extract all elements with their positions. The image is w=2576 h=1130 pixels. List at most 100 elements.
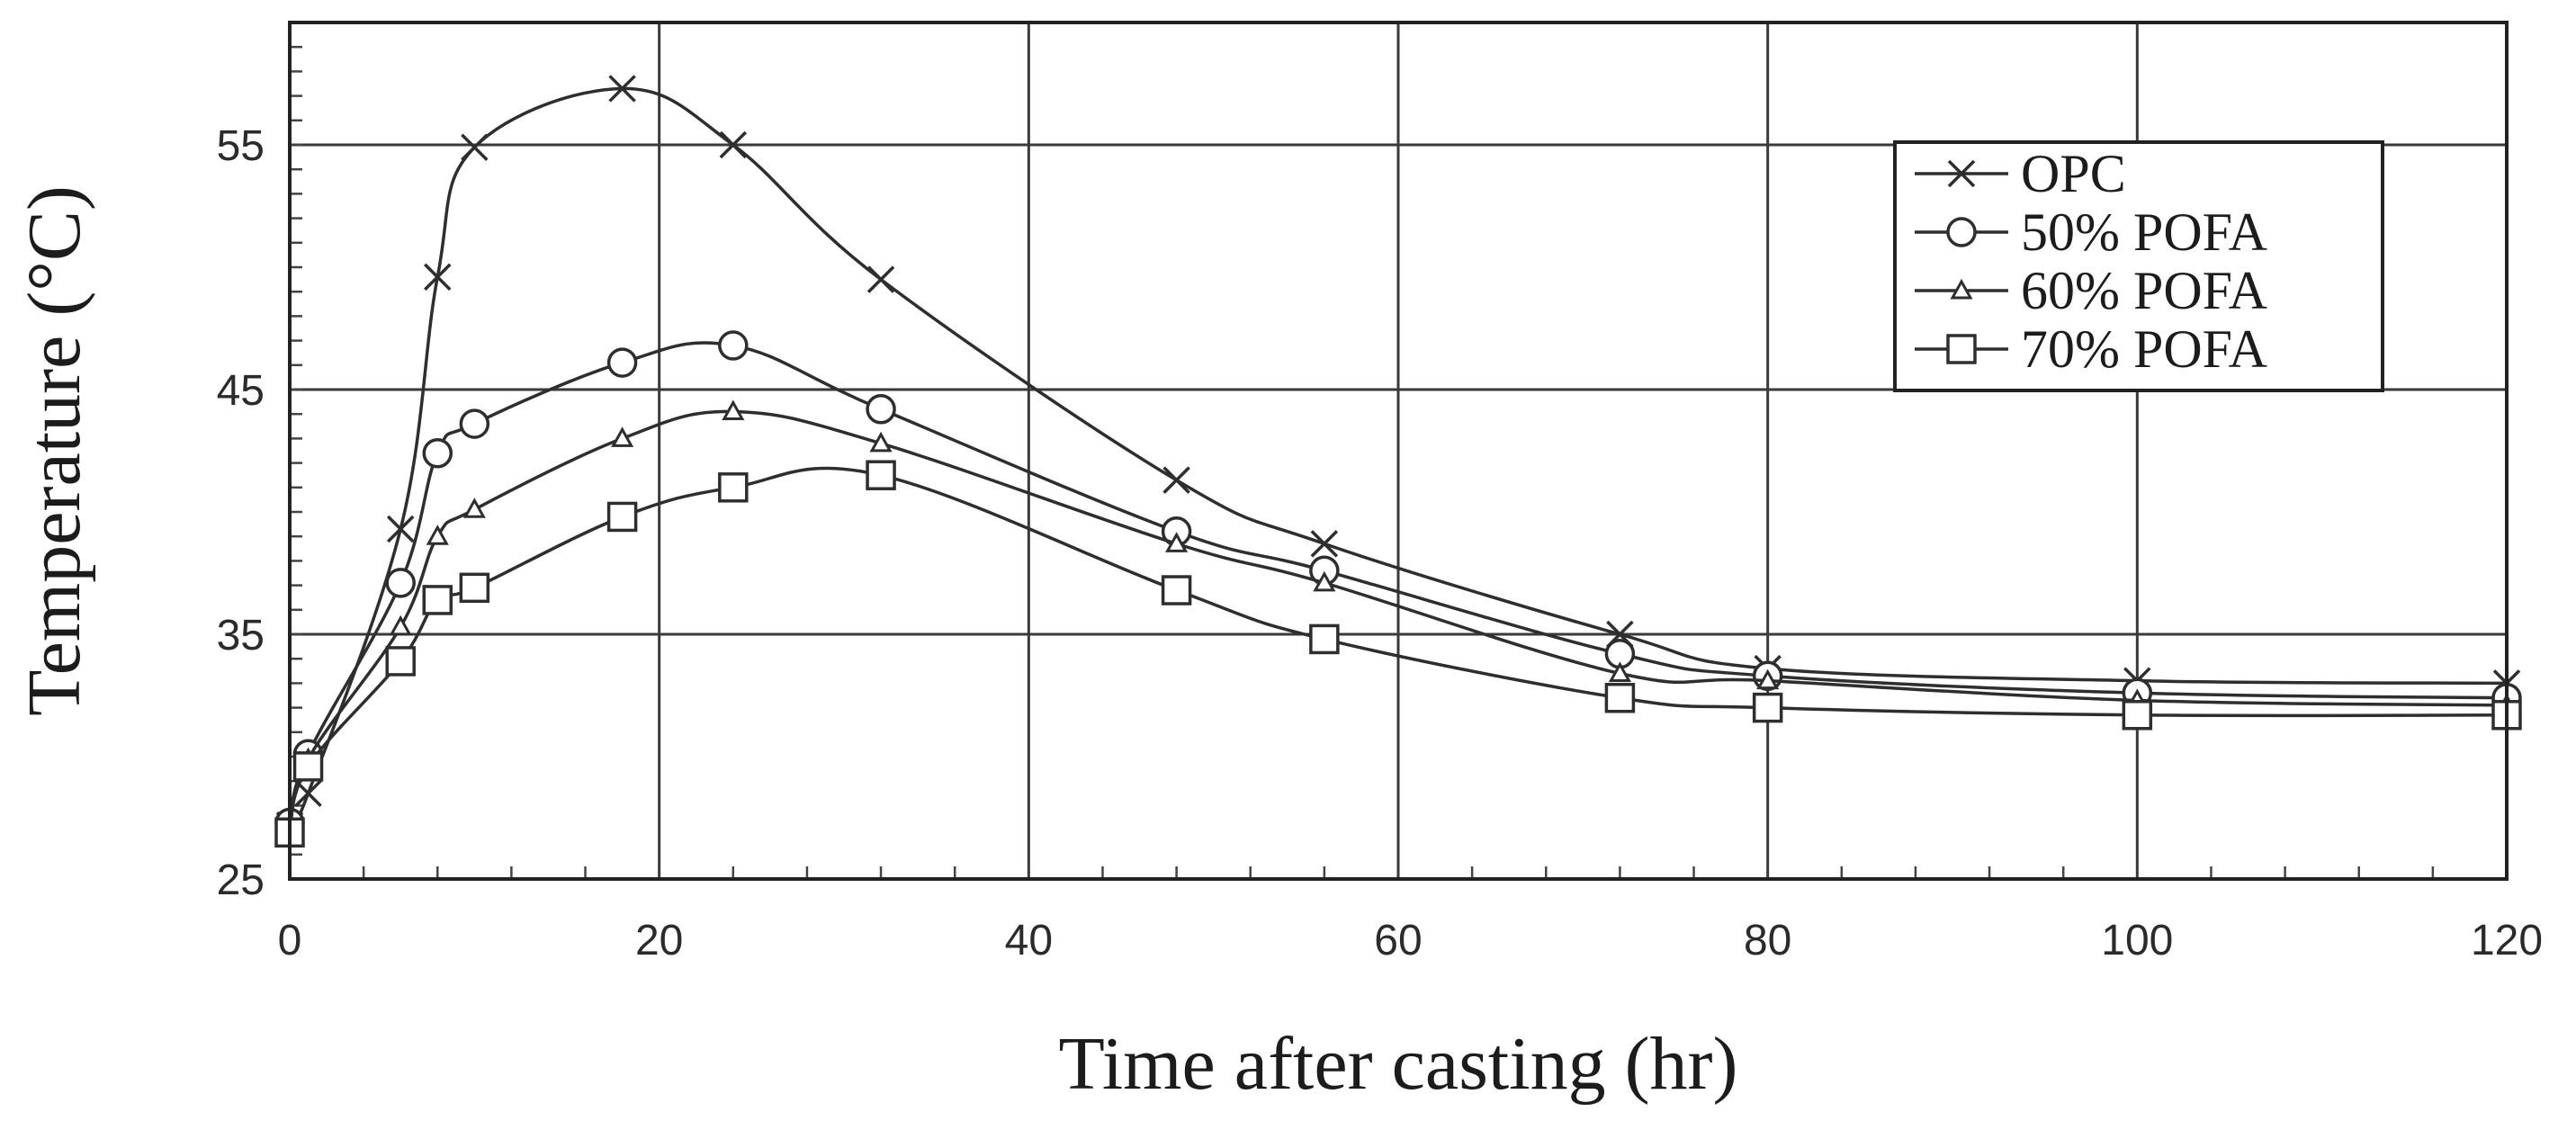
data-point-60-pofa bbox=[1165, 532, 1189, 552]
data-point-opc bbox=[386, 515, 415, 543]
square-marker-shape bbox=[866, 460, 896, 490]
x-tick-label: 80 bbox=[1744, 917, 1791, 964]
square-marker-shape bbox=[1946, 334, 1977, 364]
circle-marker-shape bbox=[866, 394, 896, 425]
triangle-marker-shape bbox=[462, 498, 486, 518]
data-point-50-pofa bbox=[385, 568, 416, 598]
data-point-70-pofa bbox=[1604, 682, 1636, 713]
data-point-60-pofa bbox=[869, 431, 893, 453]
legend-box bbox=[1893, 140, 2384, 392]
legend-marker bbox=[1950, 278, 1973, 300]
square-marker-shape bbox=[718, 472, 749, 503]
x-marker-stroke bbox=[608, 75, 636, 103]
data-point-70-pofa bbox=[422, 585, 453, 615]
square-marker-shape bbox=[606, 501, 638, 533]
data-point-opc bbox=[1310, 530, 1339, 558]
triangle-marker-shape bbox=[426, 525, 449, 545]
data-point-70-pofa bbox=[1752, 692, 1783, 723]
circle-marker-shape bbox=[1946, 217, 1977, 247]
triangle-marker-shape bbox=[389, 614, 412, 636]
data-point-70-pofa bbox=[292, 751, 324, 782]
data-point-60-pofa bbox=[426, 525, 449, 545]
data-point-50-pofa bbox=[459, 408, 490, 439]
legend-entry-70-pofa: 70% POFA bbox=[1915, 319, 2267, 379]
series-70-pofa bbox=[274, 460, 2522, 848]
triangle-marker-shape bbox=[722, 399, 745, 420]
x-tick-label: 60 bbox=[1374, 917, 1422, 964]
x-tick-label: 0 bbox=[278, 917, 302, 964]
x-marker-stroke bbox=[294, 779, 322, 808]
data-point-70-pofa bbox=[1161, 575, 1192, 605]
data-point-70-pofa bbox=[718, 472, 749, 503]
data-point-opc bbox=[461, 133, 489, 161]
x-marker-stroke bbox=[424, 263, 452, 291]
legend-marker bbox=[1946, 217, 1977, 247]
data-point-70-pofa bbox=[866, 460, 896, 490]
x-marker-stroke bbox=[386, 515, 415, 543]
data-point-70-pofa bbox=[459, 572, 490, 604]
legend-label: 70% POFA bbox=[2021, 319, 2267, 379]
data-point-50-pofa bbox=[606, 347, 638, 378]
legend-label: 50% POFA bbox=[2021, 202, 2267, 262]
y-tick-label: 45 bbox=[217, 367, 265, 415]
data-point-60-pofa bbox=[462, 498, 486, 518]
triangle-marker-shape bbox=[1608, 661, 1631, 683]
legend-marker bbox=[1946, 334, 1977, 364]
tick-label-layer: 0 20 40 60 80 100 120 25 35 45 55 bbox=[217, 122, 2543, 964]
y-tick-label: 25 bbox=[217, 856, 265, 904]
data-point-70-pofa bbox=[385, 646, 416, 677]
data-point-50-pofa bbox=[422, 437, 453, 469]
legend-label: 60% POFA bbox=[2021, 261, 2267, 320]
circle-marker-shape bbox=[718, 330, 749, 361]
x-tick-label: 40 bbox=[1005, 917, 1053, 964]
x-marker-stroke bbox=[1162, 466, 1190, 494]
series-line-60-pofa bbox=[288, 409, 2508, 831]
data-point-60-pofa bbox=[1608, 661, 1631, 683]
square-marker-shape bbox=[385, 646, 416, 677]
triangle-marker-shape bbox=[611, 426, 634, 447]
data-point-50-pofa bbox=[866, 394, 896, 425]
square-marker-shape bbox=[1309, 623, 1340, 655]
circle-marker-shape bbox=[606, 347, 638, 378]
x-axis-title: Time after casting (hr) bbox=[1058, 1022, 1737, 1106]
legend-marker bbox=[1947, 159, 1976, 188]
data-point-opc bbox=[424, 263, 452, 291]
legend-entry-50-pofa: 50% POFA bbox=[1915, 202, 2267, 262]
circle-marker-shape bbox=[459, 408, 490, 439]
x-marker-stroke bbox=[719, 130, 748, 159]
triangle-marker-shape bbox=[1950, 278, 1973, 300]
x-marker-stroke bbox=[1947, 159, 1976, 188]
legend-entry-opc: OPC bbox=[1915, 144, 2126, 203]
x-tick-label: 20 bbox=[635, 917, 683, 964]
square-marker-shape bbox=[2122, 700, 2153, 731]
data-point-70-pofa bbox=[1309, 623, 1340, 655]
y-axis-title: Temperature (°C) bbox=[13, 185, 96, 716]
data-point-50-pofa bbox=[718, 330, 749, 361]
triangle-marker-shape bbox=[1313, 570, 1336, 592]
x-marker-stroke bbox=[1310, 530, 1339, 558]
data-point-70-pofa bbox=[606, 501, 638, 533]
y-tick-label: 35 bbox=[217, 612, 265, 659]
series-line-opc bbox=[288, 86, 2508, 830]
data-point-opc bbox=[608, 75, 636, 103]
x-tick-label: 100 bbox=[2101, 917, 2173, 964]
data-point-opc bbox=[1162, 466, 1190, 494]
square-marker-shape bbox=[1604, 682, 1636, 713]
x-marker-stroke bbox=[866, 265, 895, 293]
data-point-70-pofa bbox=[2122, 700, 2153, 731]
square-marker-shape bbox=[1161, 575, 1192, 605]
triangle-marker-shape bbox=[1756, 668, 1780, 690]
square-marker-shape bbox=[1752, 692, 1783, 723]
square-marker-shape bbox=[459, 572, 490, 604]
triangle-marker-shape bbox=[1165, 532, 1189, 552]
data-point-opc bbox=[866, 265, 895, 293]
legend-label: OPC bbox=[2021, 144, 2126, 203]
data-point-60-pofa bbox=[1313, 570, 1336, 592]
data-point-60-pofa bbox=[389, 614, 412, 636]
triangle-marker-shape bbox=[869, 431, 893, 453]
square-marker-shape bbox=[292, 751, 324, 782]
